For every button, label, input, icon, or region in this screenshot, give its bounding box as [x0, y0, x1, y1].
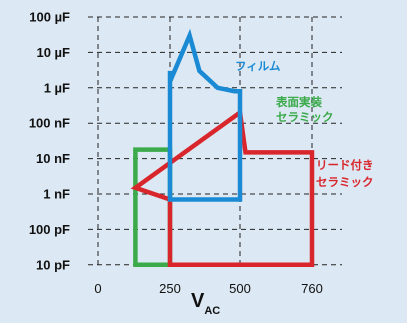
y-tick-label: 1 nF	[43, 187, 70, 202]
series-label: セラミック	[276, 111, 334, 124]
x-axis-label-subscript: AC	[204, 305, 220, 317]
x-tick-label: 760	[301, 281, 323, 296]
y-tick-label: 100 pF	[29, 222, 70, 237]
y-tick-label: 1 µF	[44, 80, 70, 95]
y-tick-label: 100 nF	[29, 116, 70, 131]
x-tick-label: 500	[229, 281, 251, 296]
x-tick-label: 250	[159, 281, 181, 296]
series-outline	[167, 28, 243, 202]
x-axis-label-main: V	[191, 290, 205, 312]
y-axis-tick-labels: 100 µF 10 µF 1 µF 100 nF 10 nF 1 nF 100 pF 10 p…	[29, 10, 70, 273]
series-outline	[130, 108, 315, 268]
x-axis-tick-labels: 0 250 500 760	[94, 281, 322, 296]
x-tick-label: 0	[94, 281, 101, 296]
series-label: リード付き	[316, 158, 374, 172]
y-tick-label: 100 µF	[29, 10, 70, 25]
y-tick-label: 10 nF	[36, 151, 70, 166]
y-tick-label: 10 pF	[36, 257, 70, 272]
series-label: セラミック	[316, 176, 374, 189]
grid	[88, 16, 342, 269]
series-label: フィルム	[235, 60, 281, 73]
series-label: 表面実装	[275, 95, 322, 109]
series-outlines	[130, 28, 315, 268]
y-tick-label: 10 µF	[36, 45, 70, 60]
x-axis-label: VAC	[191, 290, 220, 317]
